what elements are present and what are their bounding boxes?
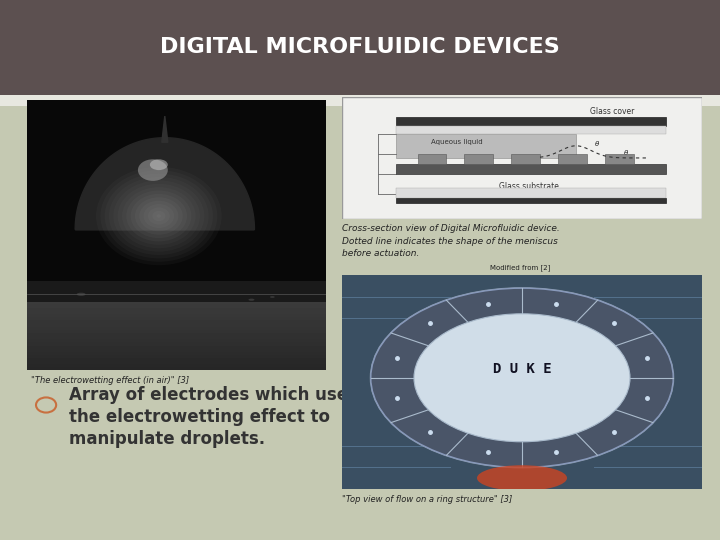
Bar [511,154,540,164]
Ellipse shape [130,194,187,238]
Ellipse shape [477,465,567,491]
Bar [27,281,326,302]
Ellipse shape [143,204,174,228]
Ellipse shape [122,187,196,245]
Bar [396,118,666,126]
Ellipse shape [117,184,200,248]
Ellipse shape [109,177,209,255]
Ellipse shape [139,201,179,231]
Bar [27,100,326,294]
Ellipse shape [96,167,222,265]
Text: manipulate droplets.: manipulate droplets. [69,430,265,448]
Bar [396,164,666,174]
Ellipse shape [148,207,170,225]
Circle shape [371,288,673,467]
Ellipse shape [76,293,86,296]
Text: Modified from [2]: Modified from [2] [490,265,550,271]
Ellipse shape [135,197,183,235]
Bar [558,154,587,164]
Bar [0,0,720,94]
Text: Cross-section view of Digital Microfluidic device.
Dotted line indicates the sha: Cross-section view of Digital Microfluid… [342,224,559,258]
Bar [396,134,576,158]
Ellipse shape [100,170,217,262]
Ellipse shape [270,296,275,298]
Text: Array of electrodes which use: Array of electrodes which use [69,386,348,404]
Bar [605,154,634,164]
Ellipse shape [156,214,161,218]
Ellipse shape [152,211,166,221]
Bar [396,126,666,134]
Text: "The electrowetting effect (in air)" [3]: "The electrowetting effect (in air)" [3] [31,376,189,386]
Ellipse shape [138,159,168,181]
Text: "Top view of flow on a ring structure" [3]: "Top view of flow on a ring structure" [… [342,495,512,504]
Bar [464,154,493,164]
Text: Aqueous liquid: Aqueous liquid [431,139,483,145]
Bar [396,198,666,202]
Text: the electrowetting effect to: the electrowetting effect to [69,408,330,426]
Bar [396,188,666,198]
Ellipse shape [126,191,192,241]
Ellipse shape [248,299,254,301]
Bar [0,94,720,106]
Text: Glass substrate: Glass substrate [499,183,559,191]
Circle shape [414,314,630,442]
Text: $\theta$: $\theta$ [623,148,629,157]
Ellipse shape [150,159,168,170]
Circle shape [371,288,673,467]
Text: Glass cover: Glass cover [590,107,634,116]
Text: D U K E: D U K E [492,362,552,376]
Text: DIGITAL MICROFLUIDIC DEVICES: DIGITAL MICROFLUIDIC DEVICES [160,37,560,57]
Ellipse shape [113,180,204,252]
Polygon shape [75,138,254,230]
Text: $\theta$: $\theta$ [594,139,600,148]
Circle shape [414,314,630,442]
Bar [418,154,446,164]
Ellipse shape [104,174,213,258]
Polygon shape [162,116,168,142]
